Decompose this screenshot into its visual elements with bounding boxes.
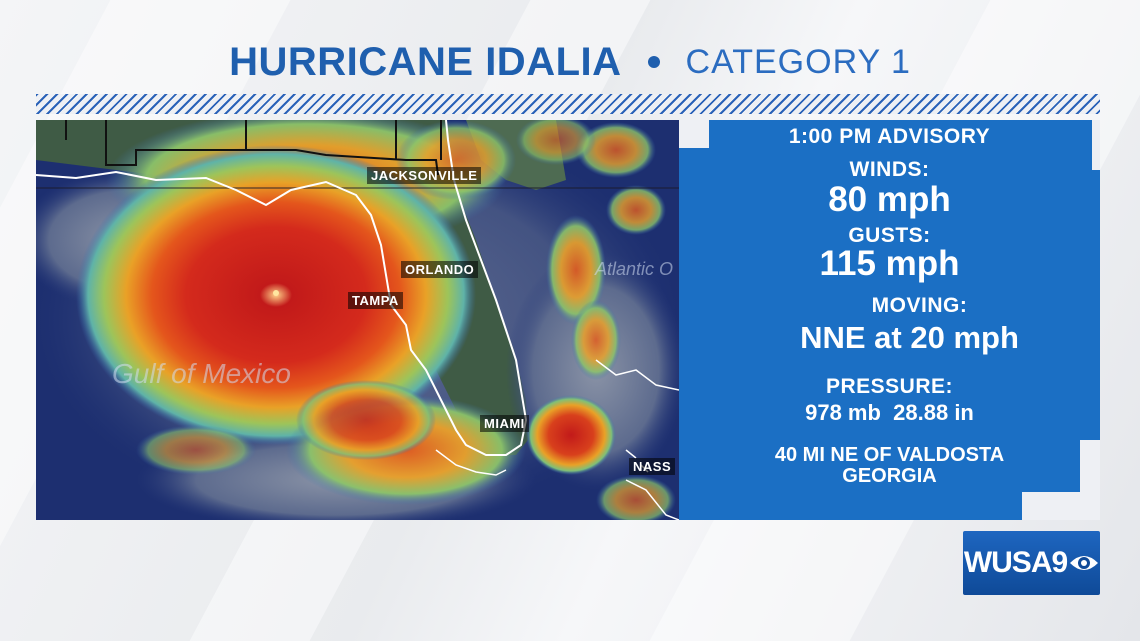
satellite-imagery	[36, 120, 679, 520]
pressure-label: PRESSURE:	[825, 375, 954, 398]
pressure-value: 978 mb 28.88 in	[805, 400, 974, 425]
location-line-1: 40 MI NE OF VALDOSTA	[774, 444, 1005, 466]
advisory-time: 1:00 PM ADVISORY	[788, 125, 991, 148]
city-label-miami: MIAMI	[480, 415, 529, 432]
satellite-map: JACKSONVILLE ORLANDO TAMPA MIAMI NASS Gu…	[36, 120, 679, 520]
storm-category: CATEGORY 1	[685, 42, 911, 81]
moving-label: MOVING:	[871, 294, 968, 317]
winds-label: WINDS:	[849, 158, 930, 181]
title-bar: HURRICANE IDALIA CATEGORY 1	[0, 32, 1140, 92]
panel-notch	[1022, 492, 1080, 520]
water-label-gulf: Gulf of Mexico	[112, 358, 291, 389]
advisory-panel: 1:00 PM ADVISORY WINDS: 80 mph GUSTS: 11…	[679, 120, 1100, 520]
location-line-2: GEORGIA	[842, 465, 937, 487]
separator-dot-icon	[647, 56, 660, 68]
winds-value: 80 mph	[828, 180, 951, 219]
water-label-atlantic: Atlantic O	[595, 259, 674, 279]
station-logo: WUSA9	[963, 531, 1100, 595]
panel-notch	[679, 120, 709, 148]
city-label-tampa: TAMPA	[348, 292, 403, 309]
gusts-label: GUSTS:	[848, 224, 931, 247]
hatch-divider	[36, 94, 1100, 114]
gusts-value: 115 mph	[819, 244, 960, 283]
panel-notch	[1092, 120, 1100, 170]
moving-value: NNE at 20 mph	[800, 320, 1019, 355]
cbs-eye-icon	[1070, 556, 1099, 570]
city-label-orlando: ORLANDO	[401, 261, 479, 278]
storm-title: HURRICANE IDALIA	[229, 39, 622, 84]
city-label-nassau: NASS	[629, 458, 676, 475]
panel-notch	[1080, 440, 1100, 520]
city-label-jacksonville: JACKSONVILLE	[367, 167, 482, 184]
station-logo-text: WUSA9	[963, 546, 1068, 579]
